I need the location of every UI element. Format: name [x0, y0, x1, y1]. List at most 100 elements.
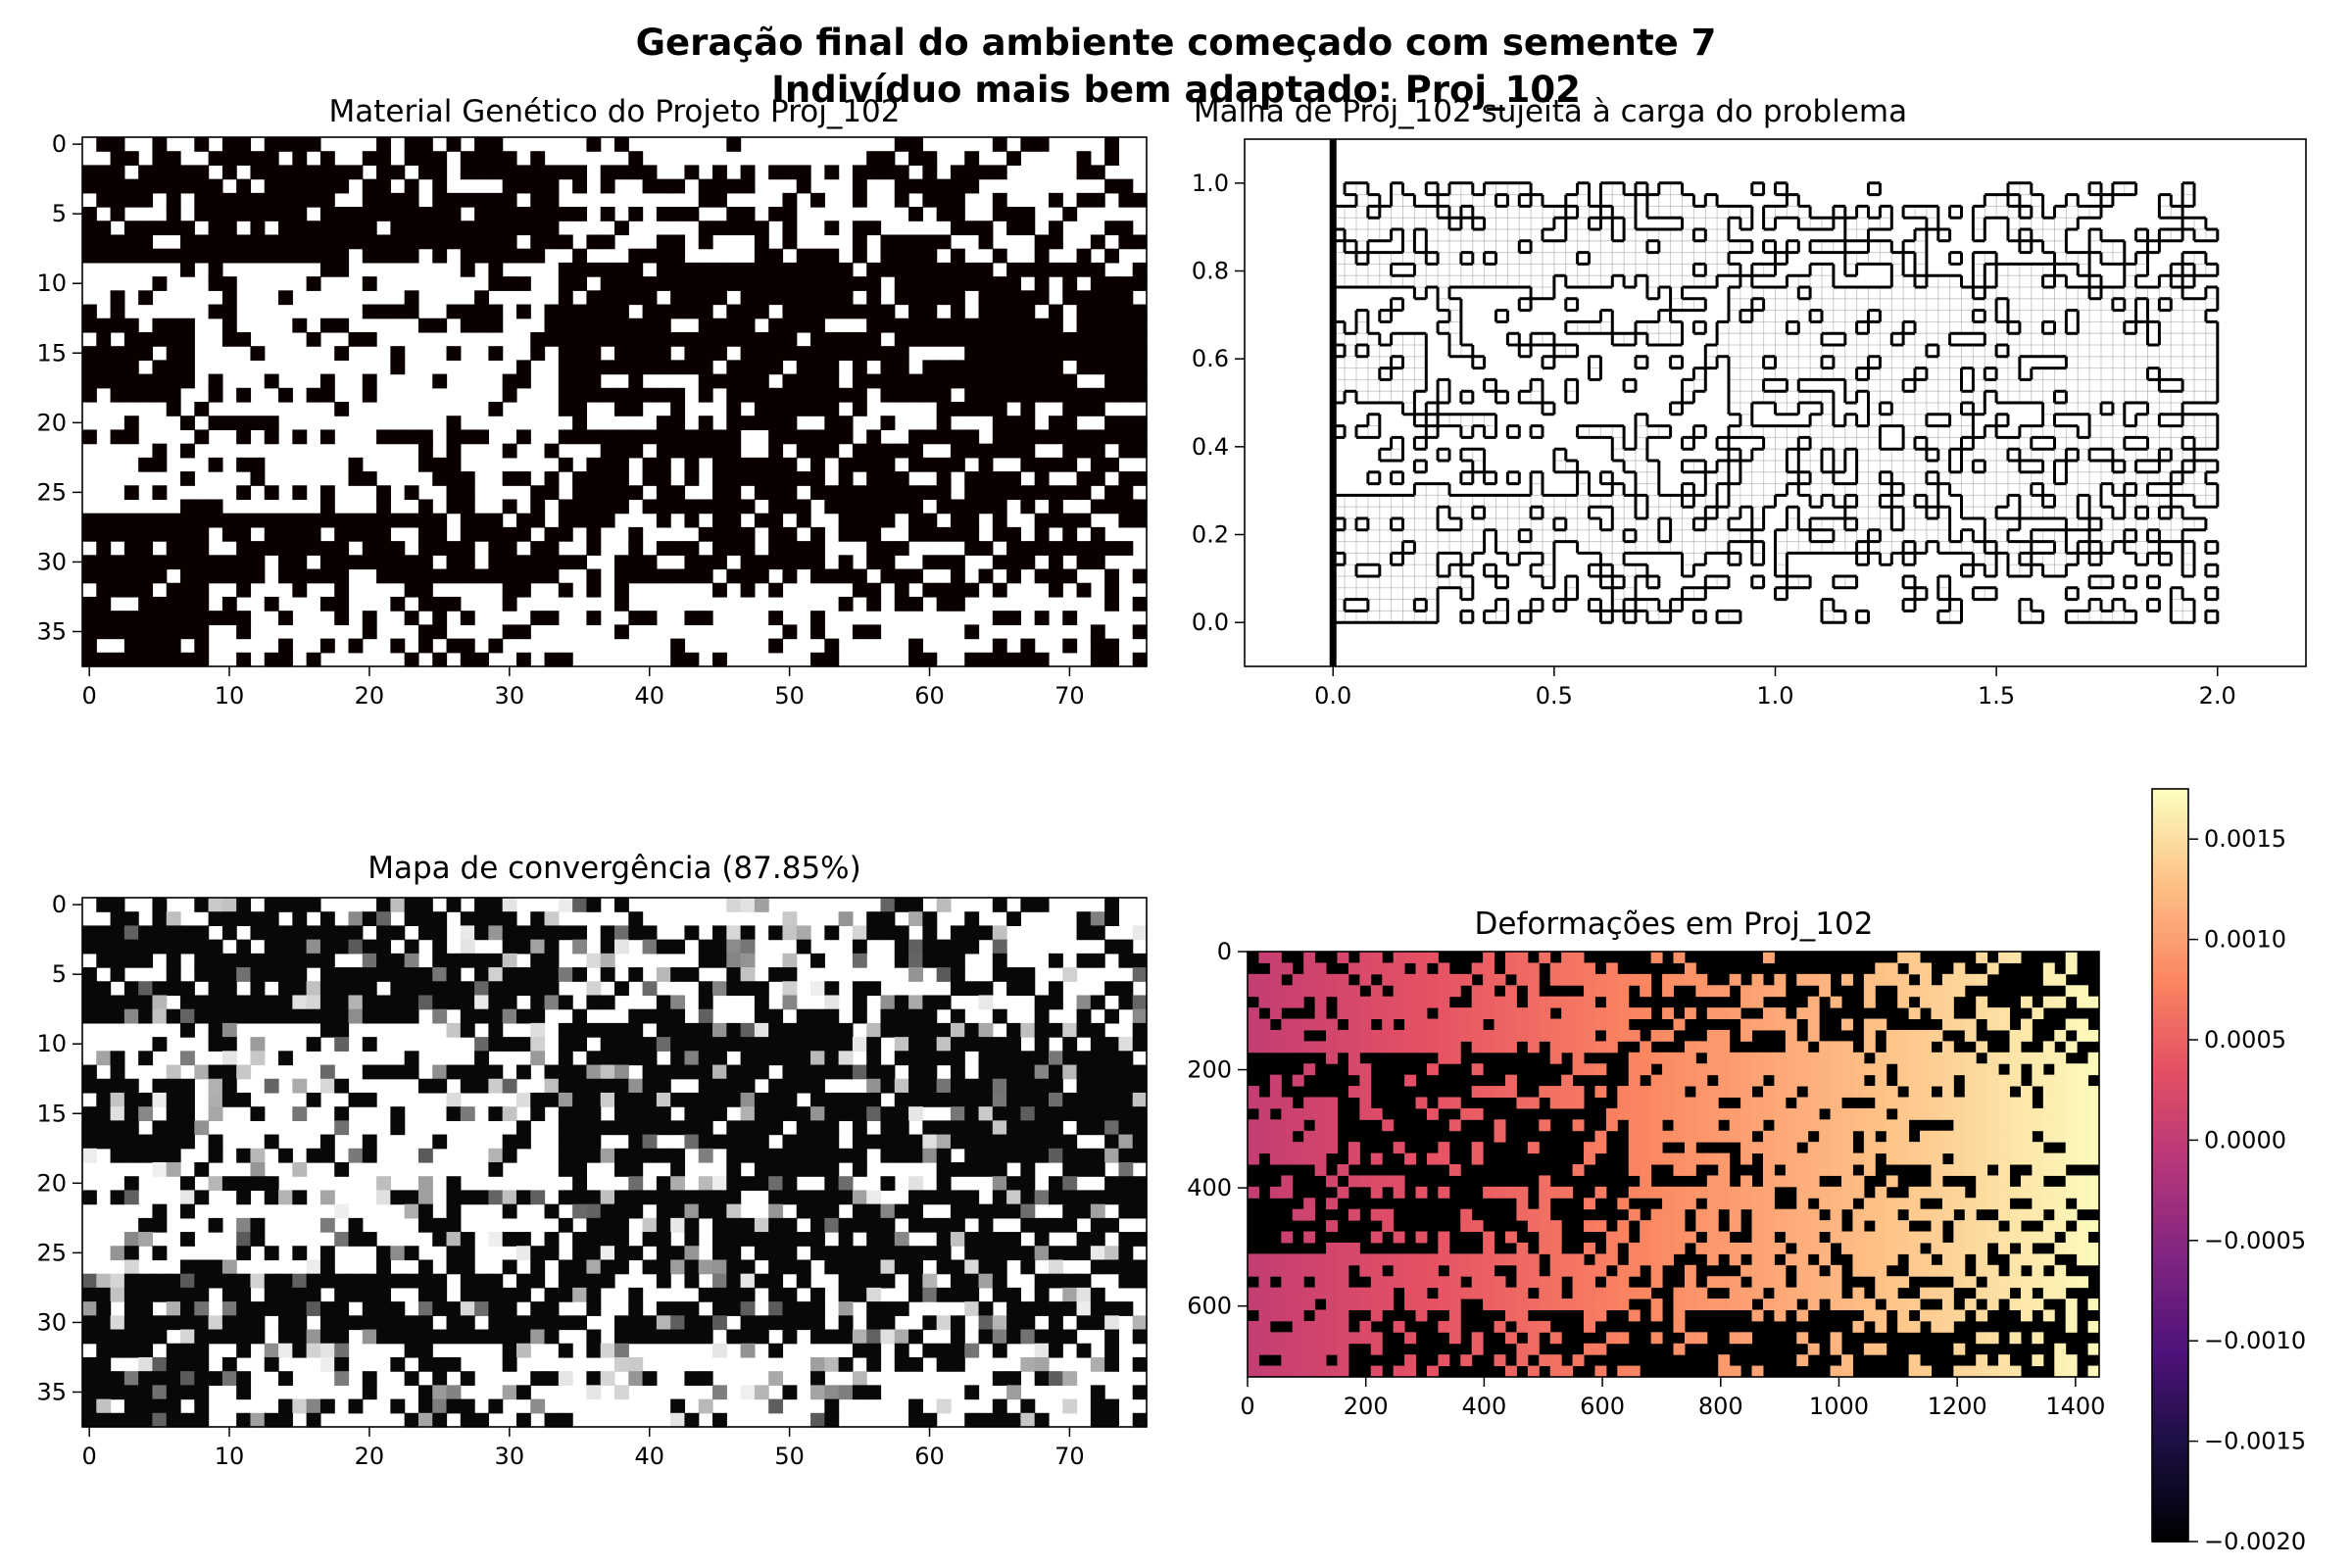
- mesh-element: [2194, 460, 2207, 473]
- mesh-element: [2182, 553, 2195, 565]
- mesh-element: [1553, 240, 1567, 254]
- convergence-cell: [502, 1106, 517, 1121]
- mesh-element: [1543, 553, 1555, 565]
- convergence-cell: [404, 911, 419, 927]
- mesh-element: [1391, 345, 1403, 358]
- gene-cell: [754, 457, 769, 472]
- convergence-cell: [1104, 1329, 1120, 1345]
- convergence-cell: [390, 953, 406, 968]
- gene-cell: [866, 290, 882, 306]
- gene-cell: [1118, 234, 1134, 250]
- gene-cell: [1048, 555, 1063, 570]
- mesh-element: [2042, 229, 2055, 242]
- mesh-element: [1973, 264, 1985, 276]
- gene-cell: [768, 611, 784, 625]
- mesh-element: [2147, 471, 2160, 484]
- mesh-element: [1844, 507, 1858, 519]
- convergence-cell: [208, 1371, 223, 1386]
- gene-cell: [740, 541, 756, 556]
- mesh-element: [1484, 218, 1496, 230]
- convergence-cell: [460, 1232, 475, 1247]
- gene-cell: [894, 485, 909, 501]
- gene-cell: [936, 290, 952, 306]
- mesh-element: [1740, 368, 1753, 380]
- convergence-cell: [488, 1162, 504, 1177]
- convergence-cell: [221, 1287, 237, 1302]
- mesh-element: [2089, 599, 2102, 612]
- gene-cell: [460, 151, 475, 167]
- mesh-element: [1891, 345, 1904, 358]
- mesh-element: [1426, 564, 1439, 577]
- gene-cell: [1048, 499, 1063, 514]
- gene-cell: [936, 582, 952, 598]
- gene-cell: [670, 234, 686, 250]
- convergence-cell: [964, 1148, 980, 1163]
- mesh-element: [1624, 541, 1637, 554]
- convergence-cell: [782, 1301, 798, 1316]
- convergence-cell: [152, 1203, 168, 1219]
- mesh-element: [1577, 425, 1590, 438]
- gene-cell: [992, 248, 1007, 264]
- convergence-cell: [726, 1203, 742, 1219]
- gene-cell: [152, 568, 168, 584]
- gene-cell: [726, 443, 742, 459]
- convergence-cell: [782, 1078, 798, 1094]
- gene-cell: [782, 207, 798, 221]
- convergence-cell: [558, 1037, 573, 1052]
- gene-cell: [96, 331, 112, 347]
- gene-cell: [306, 234, 321, 250]
- mesh-element: [2008, 356, 2021, 369]
- gene-cell: [460, 541, 475, 556]
- convergence-cell: [1090, 1078, 1105, 1094]
- gene-cell: [417, 165, 433, 180]
- gene-cell: [1020, 318, 1036, 333]
- convergence-cell: [824, 1217, 840, 1233]
- convergence-cell: [936, 939, 952, 955]
- gene-cell: [319, 234, 335, 250]
- gene-cell: [82, 611, 97, 625]
- gene-cell: [810, 443, 825, 459]
- convergence-cell: [712, 1037, 727, 1052]
- convergence-cell: [1020, 1148, 1036, 1163]
- convergence-cell: [362, 1148, 377, 1163]
- gene-cell: [1062, 387, 1078, 403]
- mesh-element: [1600, 541, 1613, 554]
- convergence-cell: [866, 981, 882, 997]
- gene-cell: [376, 485, 391, 501]
- gene-cell: [726, 262, 742, 277]
- mesh-element: [2089, 471, 2102, 484]
- mesh-element: [1798, 449, 1811, 462]
- convergence-cell: [852, 1162, 867, 1177]
- convergence-cell: [824, 995, 840, 1010]
- convergence-cell: [726, 1134, 742, 1150]
- mesh-element: [1543, 517, 1555, 531]
- convergence-cell: [922, 1190, 938, 1205]
- mesh-element: [1495, 517, 1508, 531]
- convergence-cell: [964, 1120, 980, 1136]
- gene-cell: [978, 304, 994, 319]
- convergence-cell: [1104, 1246, 1120, 1261]
- gene-cell: [1006, 568, 1021, 584]
- convergence-cell: [152, 1037, 168, 1052]
- gene-cell: [922, 304, 938, 319]
- gene-cell: [1090, 290, 1105, 306]
- mesh-element: [1763, 333, 1776, 346]
- convergence-cell: [712, 1106, 727, 1121]
- gene-cell: [1132, 499, 1148, 514]
- convergence-cell: [138, 1301, 154, 1316]
- gene-cell: [572, 416, 588, 431]
- mesh-element: [1507, 517, 1520, 531]
- mesh-element: [1379, 529, 1393, 542]
- convergence-cell: [362, 981, 377, 997]
- convergence-cell: [515, 1246, 531, 1261]
- convergence-cell: [82, 995, 97, 1010]
- gene-cell: [1076, 346, 1092, 361]
- gene-cell: [824, 290, 840, 306]
- gene-cell: [614, 262, 629, 277]
- mesh-element: [1624, 206, 1637, 219]
- mesh-element: [2194, 425, 2207, 438]
- mesh-element: [2042, 368, 2055, 380]
- convergence-cell: [950, 1120, 965, 1136]
- convergence-cell: [319, 981, 335, 997]
- gene-cell: [1020, 499, 1036, 514]
